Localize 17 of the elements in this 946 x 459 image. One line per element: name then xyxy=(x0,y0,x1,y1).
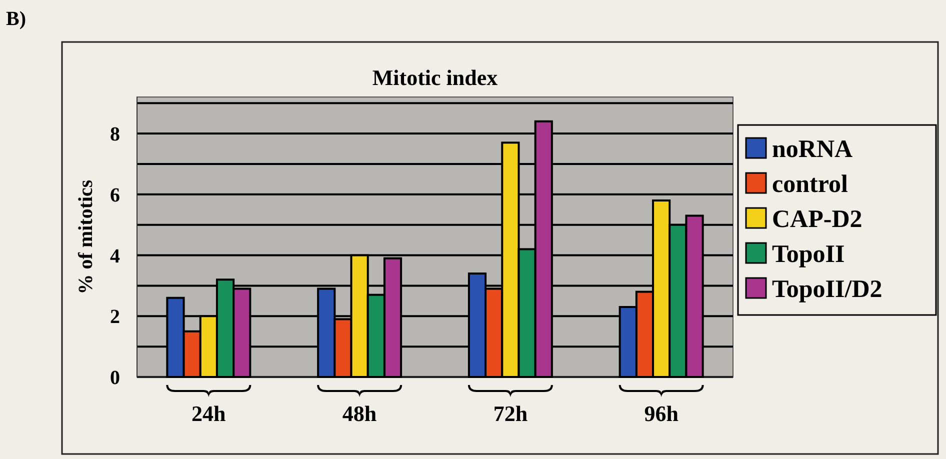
y-tick-label: 4 xyxy=(110,245,120,268)
y-tick-label: 6 xyxy=(110,184,120,206)
y-axis-title: % of mitotics xyxy=(75,180,97,294)
chart-title: Mitotic index xyxy=(372,65,498,90)
legend-label: noRNA xyxy=(772,136,853,163)
legend-label: CAP-D2 xyxy=(772,206,862,233)
legend-label: control xyxy=(772,170,848,198)
y-tick-label: 2 xyxy=(110,306,120,328)
y-tick-label: 0 xyxy=(110,367,120,389)
x-tick-label: 24h xyxy=(192,401,226,426)
legend-label: TopoII xyxy=(772,240,845,268)
x-tick-label: 96h xyxy=(644,401,678,426)
text: B) xyxy=(6,8,26,30)
y-tick-label: 8 xyxy=(110,124,120,146)
x-tick-label: 48h xyxy=(342,401,377,426)
x-tick-label: 72h xyxy=(493,401,528,426)
legend-label: TopoII/D2 xyxy=(772,276,882,303)
